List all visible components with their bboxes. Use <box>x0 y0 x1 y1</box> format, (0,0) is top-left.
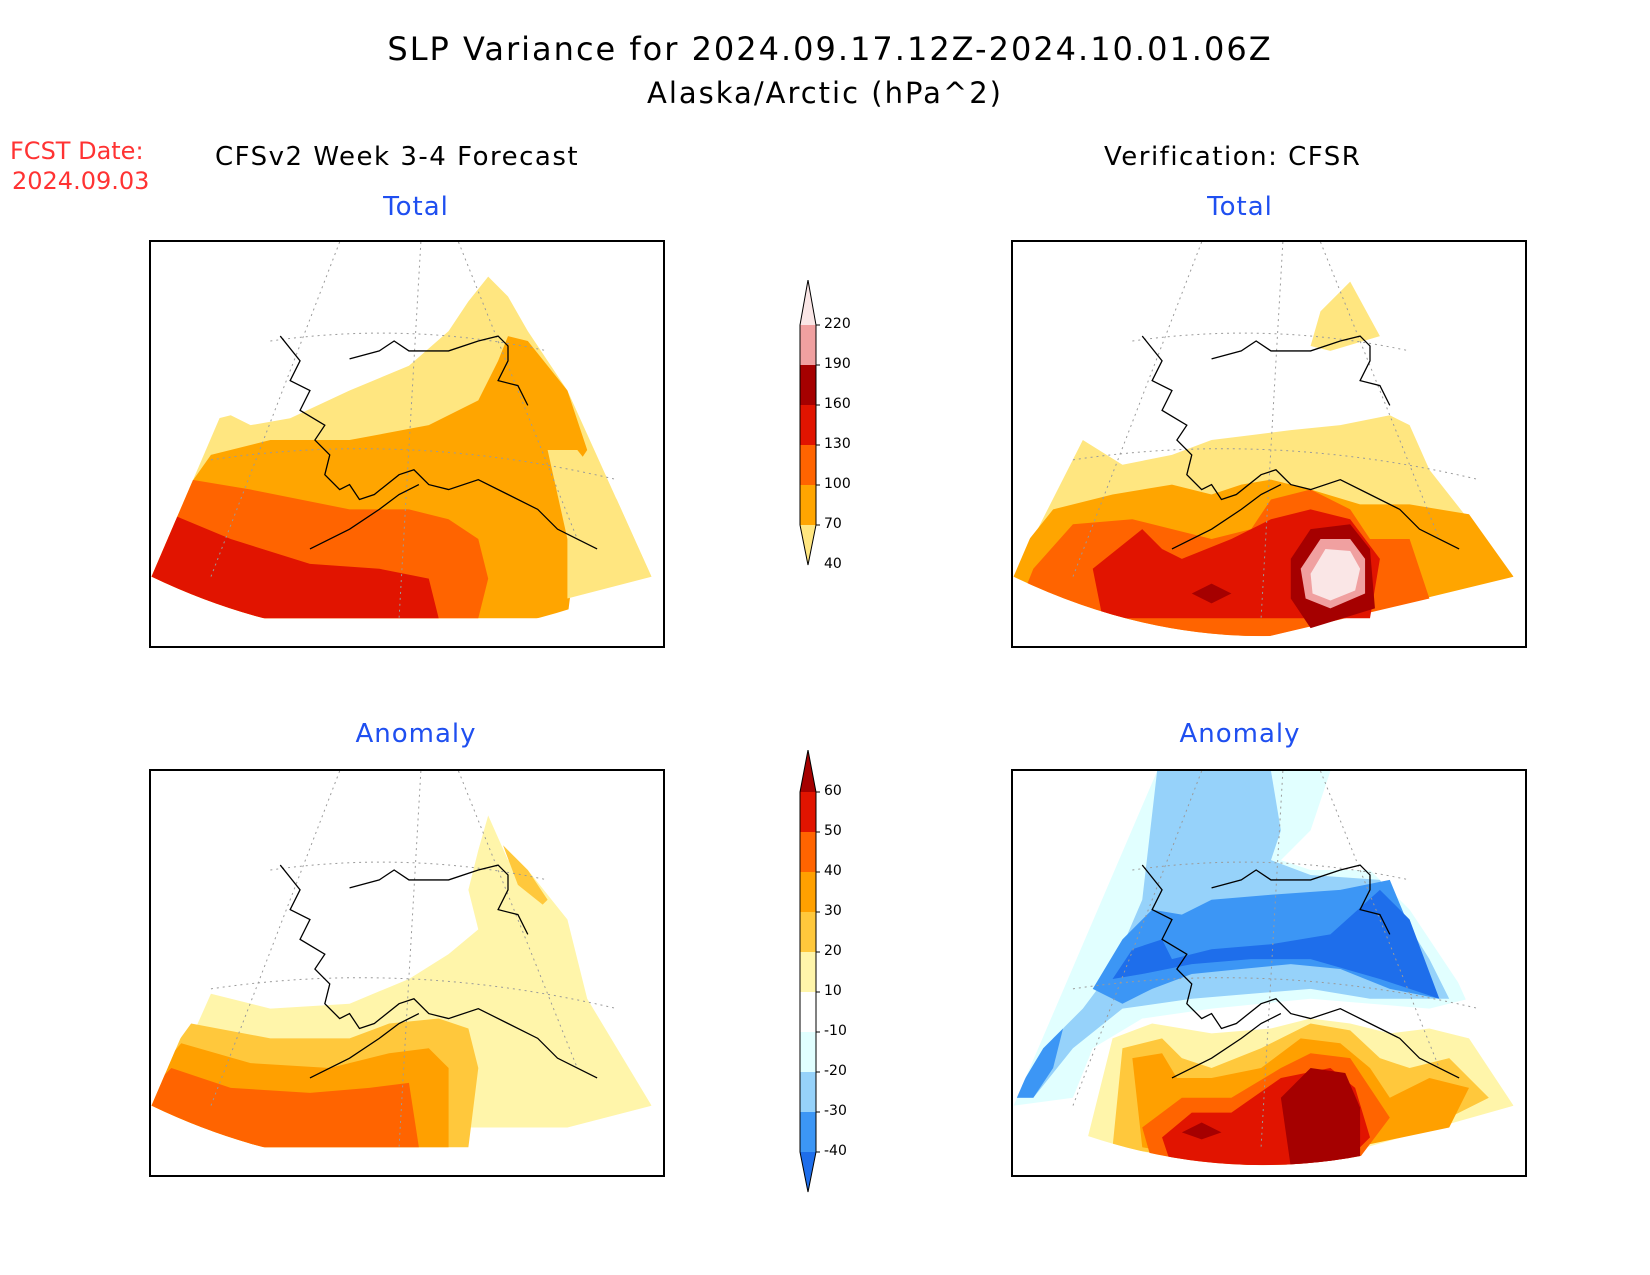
anomaly-colorbar-label: 30 <box>824 903 842 919</box>
verification-total-map <box>1011 240 1527 648</box>
band-above-60-west <box>1181 1122 1222 1140</box>
graticule <box>1072 771 1480 1148</box>
anomaly-colorbar-label: 10 <box>824 983 842 999</box>
total-colorbar-label: 40 <box>824 556 842 572</box>
chart-title: SLP Variance for 2024.09.17.12Z-2024.10.… <box>387 30 1273 68</box>
coastline <box>279 864 598 1079</box>
total-colorbar-swatch-0 <box>800 280 816 325</box>
anomaly-colorbar-swatch-10 <box>800 1152 816 1192</box>
forecast-anomaly-title: Anomaly <box>355 719 477 749</box>
total-colorbar-swatches <box>799 280 820 566</box>
verification-total-title: Total <box>1207 192 1273 222</box>
total-colorbar-label: 190 <box>824 356 851 372</box>
total-colorbar-swatch-6 <box>800 525 816 565</box>
forecast-date-label: FCST Date: <box>10 137 144 165</box>
band-130-160 <box>151 514 439 619</box>
forecast-anomaly-map <box>149 769 665 1177</box>
anomaly-colorbar-swatch-9 <box>800 1112 816 1152</box>
band-neg30-neg40-west <box>1013 1028 1064 1098</box>
anomaly-colorbar-label: 40 <box>824 863 842 879</box>
anomaly-colorbar-swatch-0 <box>800 750 816 792</box>
verification-anomaly-svg <box>1013 771 1514 1166</box>
band-neg30-neg40 <box>1092 879 1440 1004</box>
chart-subtitle: Alaska/Arctic (hPa^2) <box>647 76 1003 110</box>
total-colorbar-label: 70 <box>824 516 842 532</box>
anomaly-colorbar-swatch-7 <box>800 1032 816 1072</box>
total-colorbar-label: 100 <box>824 476 851 492</box>
anomaly-colorbar-swatch-4 <box>800 912 816 952</box>
anomaly-colorbar-swatch-2 <box>800 832 816 872</box>
total-colorbar-label: 220 <box>824 316 851 332</box>
forecast-total-svg <box>151 242 652 619</box>
verification-total-svg <box>1013 242 1514 637</box>
anomaly-colorbar-label: -30 <box>824 1103 847 1119</box>
anomaly-colorbar-swatch-8 <box>800 1072 816 1112</box>
anomaly-colorbar-swatch-3 <box>800 872 816 912</box>
anomaly-colorbar-swatch-5 <box>800 952 816 992</box>
forecast-total-map <box>149 240 665 648</box>
band-above-220 <box>1310 548 1361 601</box>
band-40-50 <box>151 1068 419 1148</box>
verification-column-heading: Verification: CFSR <box>1104 142 1362 172</box>
coastline <box>1141 335 1460 550</box>
anomaly-colorbar-label: -20 <box>824 1063 847 1079</box>
band-above-60 <box>1280 1068 1361 1166</box>
forecast-column-heading: CFSv2 Week 3-4 Forecast <box>215 142 580 172</box>
total-colorbar-swatch-4 <box>800 445 816 485</box>
anomaly-colorbar-swatch-1 <box>800 792 816 832</box>
anomaly-colorbar-swatch-6 <box>800 992 816 1032</box>
forecast-anomaly-svg <box>151 771 652 1148</box>
anomaly-colorbar-label: 50 <box>824 823 842 839</box>
graticule <box>210 242 618 619</box>
total-colorbar-swatch-5 <box>800 485 816 525</box>
graticule <box>1072 242 1480 619</box>
anomaly-colorbar-swatches <box>799 750 820 1193</box>
coastline <box>279 335 598 550</box>
verification-anomaly-title: Anomaly <box>1179 719 1301 749</box>
total-colorbar-label: 160 <box>824 396 851 412</box>
band-below-neg40 <box>1112 889 1440 999</box>
total-colorbar: 220 190 160 130 100 70 40 <box>790 280 880 610</box>
total-colorbar-swatch-3 <box>800 405 816 445</box>
verification-anomaly-map <box>1011 769 1527 1177</box>
anomaly-colorbar-label: -40 <box>824 1143 847 1159</box>
anomaly-colorbar: 60 50 40 30 20 10 -10 -20 -30 -40 <box>790 750 880 1200</box>
coastline <box>1141 864 1460 1079</box>
anomaly-colorbar-label: 20 <box>824 943 842 959</box>
total-colorbar-label: 130 <box>824 436 851 452</box>
anomaly-colorbar-label: 60 <box>824 783 842 799</box>
forecast-total-title: Total <box>383 192 449 222</box>
band-160-190-west <box>1191 583 1232 604</box>
graticule <box>210 771 618 1148</box>
band-40-70-east <box>547 449 652 599</box>
anomaly-colorbar-label: -10 <box>824 1023 847 1039</box>
forecast-date-value: 2024.09.03 <box>12 167 150 195</box>
total-colorbar-swatch-2 <box>800 365 816 405</box>
band-40-70-arctic <box>1310 281 1380 351</box>
total-colorbar-swatch-1 <box>800 325 816 365</box>
